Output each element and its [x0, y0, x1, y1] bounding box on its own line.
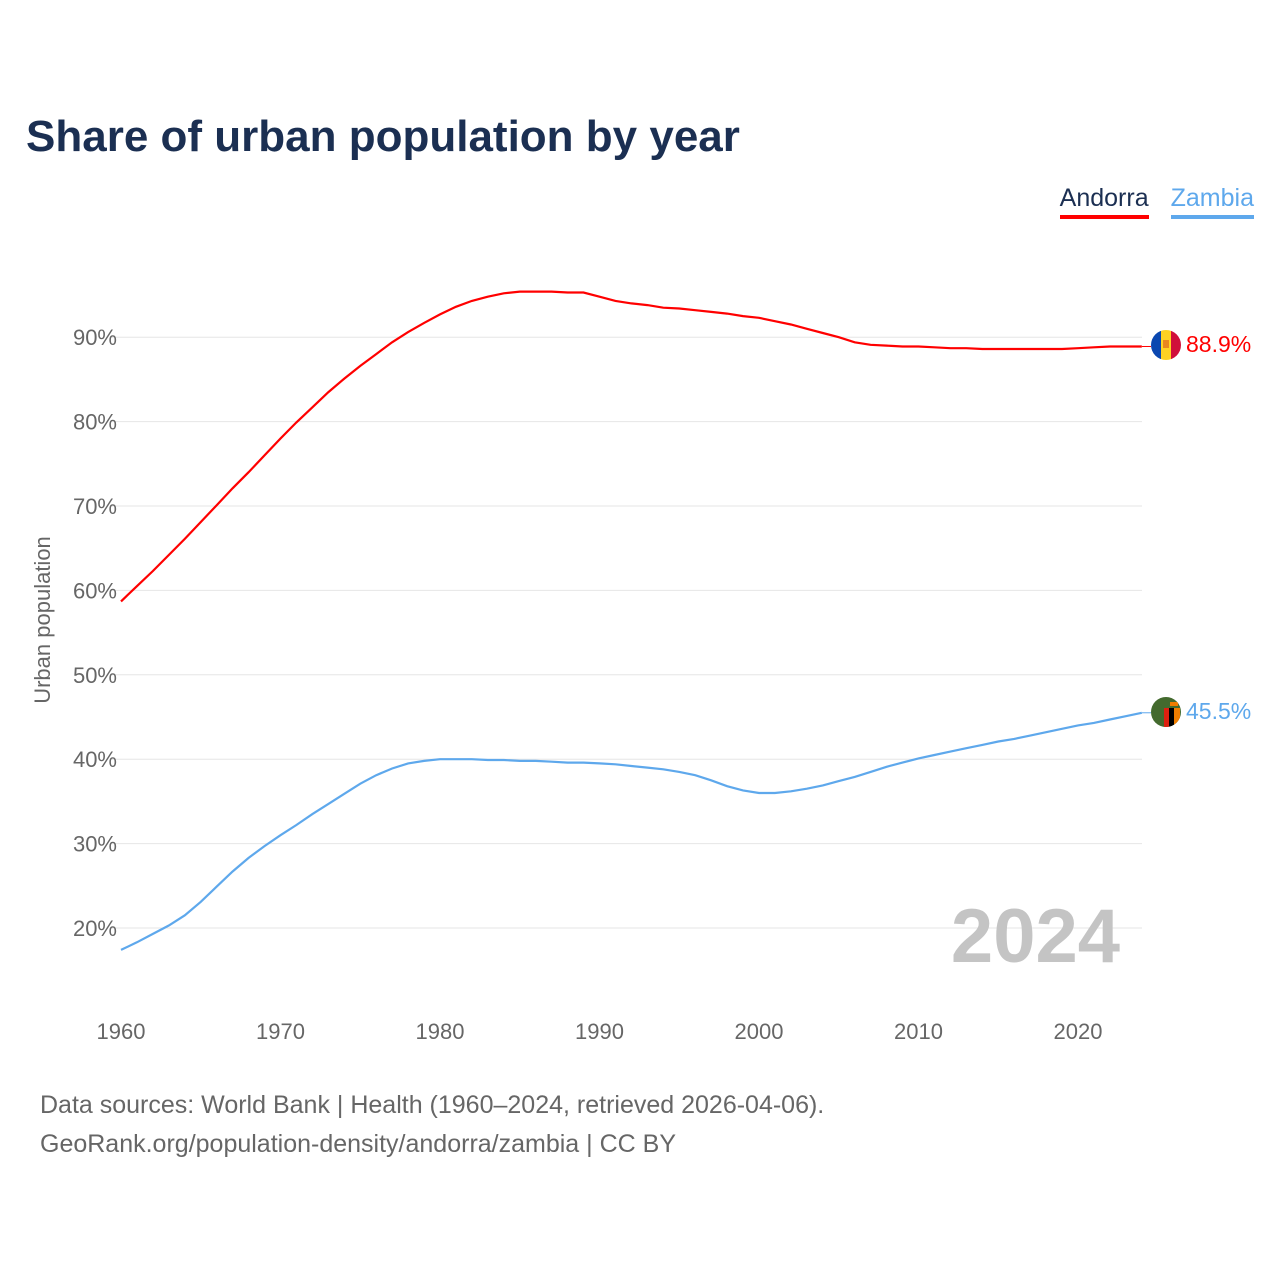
- y-tick-label: 20%: [73, 916, 117, 941]
- x-tick-label: 1970: [256, 1019, 305, 1044]
- andorra-end-label: 88.9%: [1186, 331, 1251, 357]
- x-tick-label: 1980: [416, 1019, 465, 1044]
- chart-title: Share of urban population by year: [26, 112, 740, 161]
- y-tick-label: 40%: [73, 747, 117, 772]
- legend-zambia[interactable]: Zambia: [1170, 184, 1254, 219]
- footer: Data sources: World Bank | Health (1960–…: [40, 1086, 824, 1164]
- x-tick-label: 2010: [894, 1019, 943, 1044]
- zambia-end-label: 45.5%: [1186, 698, 1251, 724]
- zambia-series-line: [120, 711, 1143, 951]
- zambia-flag-icon: [1151, 697, 1181, 727]
- legend-andorra[interactable]: Andorra: [1059, 184, 1149, 219]
- x-tick-label: 2000: [735, 1019, 784, 1044]
- x-tick-label: 1960: [97, 1019, 146, 1044]
- year-watermark: 2024: [951, 894, 1120, 979]
- x-tick-label: 1990: [575, 1019, 624, 1044]
- y-tick-label: 60%: [73, 578, 117, 603]
- source-text: Data sources: World Bank | Health (1960–…: [40, 1091, 825, 1119]
- source-link[interactable]: GeoRank.org/population-density/andorra/z…: [40, 1130, 676, 1158]
- andorra-series-line: [120, 290, 1142, 603]
- x-tick-label: 2020: [1054, 1019, 1103, 1044]
- y-tick-label: 70%: [73, 494, 117, 519]
- y-tick-label: 80%: [73, 410, 117, 435]
- legend: Andorra Zambia: [1059, 184, 1254, 219]
- y-tick-label: 50%: [73, 663, 117, 688]
- y-axis-label: Urban population: [30, 536, 55, 704]
- y-tick-label: 90%: [73, 325, 117, 350]
- y-tick-label: 30%: [73, 832, 117, 857]
- andorra-flag-icon: [1151, 330, 1181, 360]
